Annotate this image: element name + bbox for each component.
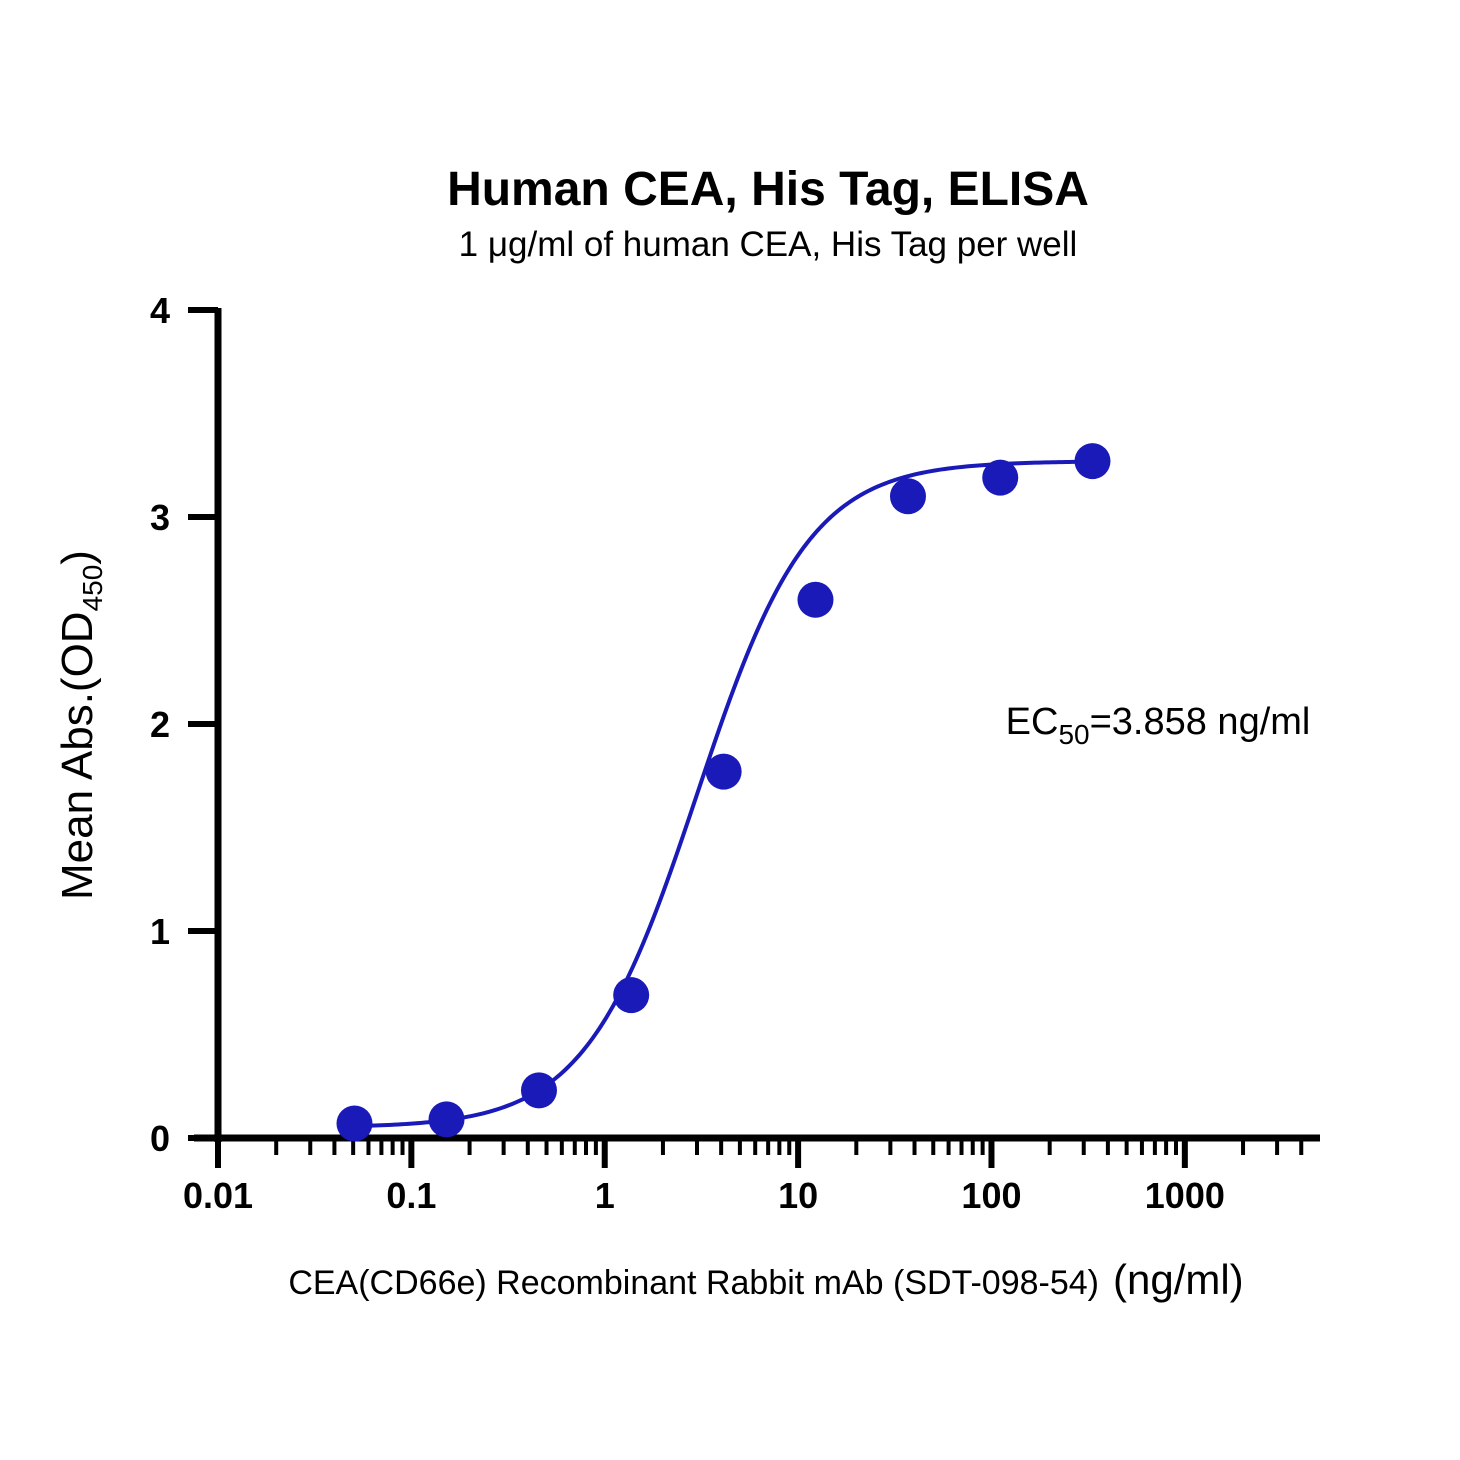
y-tick-label: 1 [150,911,170,952]
x-tick-label: 100 [961,1175,1021,1216]
x-tick-label: 0.1 [386,1175,436,1216]
data-point [889,478,926,515]
y-axis-label-close: ) [53,550,102,565]
data-points [336,443,1111,1142]
data-point [1074,443,1111,480]
fit-curve [354,459,1093,1129]
ec50-sub: 50 [1058,719,1089,750]
data-point [520,1072,557,1109]
y-axis-label-sub: 450 [77,565,108,612]
data-point [705,753,742,790]
x-tick-label: 1 [595,1175,615,1216]
data-point [613,977,650,1014]
chart-title: Human CEA, His Tag, ELISA [447,163,1089,216]
chart-subtitle: 1 μg/ml of human CEA, His Tag per well [459,225,1078,264]
x-axis-label-unit: (ng/ml) [1113,1256,1244,1303]
x-ticks: 0.01 0.1 1 10 100 1000 [183,1138,1304,1216]
data-point [982,459,1019,496]
y-tick-label: 4 [150,290,170,331]
y-ticks: 0 1 2 3 4 [150,290,218,1159]
data-point [797,581,834,618]
x-axis-label: CEA(CD66e) Recombinant Rabbit mAb (SDT-0… [288,1256,1243,1303]
data-point [428,1101,465,1138]
y-axis-label: Mean Abs.(OD450) [53,550,108,900]
x-tick-label: 1000 [1145,1175,1225,1216]
x-axis-label-main: CEA(CD66e) Recombinant Rabbit mAb (SDT-0… [288,1264,1099,1302]
y-tick-label: 2 [150,704,170,745]
x-tick-label: 0.01 [183,1175,253,1216]
x-tick-label: 10 [778,1175,818,1216]
y-tick-label: 3 [150,497,170,538]
fit-curve-group [354,459,1093,1129]
ec50-value: =3.858 ng/ml [1090,701,1311,743]
ec50-annotation: EC50=3.858 ng/ml [1006,701,1311,750]
y-axis-label-main: Mean Abs.(OD [53,611,102,900]
ec50-prefix: EC [1006,701,1059,743]
y-tick-label: 0 [150,1118,170,1159]
data-point [336,1105,373,1142]
